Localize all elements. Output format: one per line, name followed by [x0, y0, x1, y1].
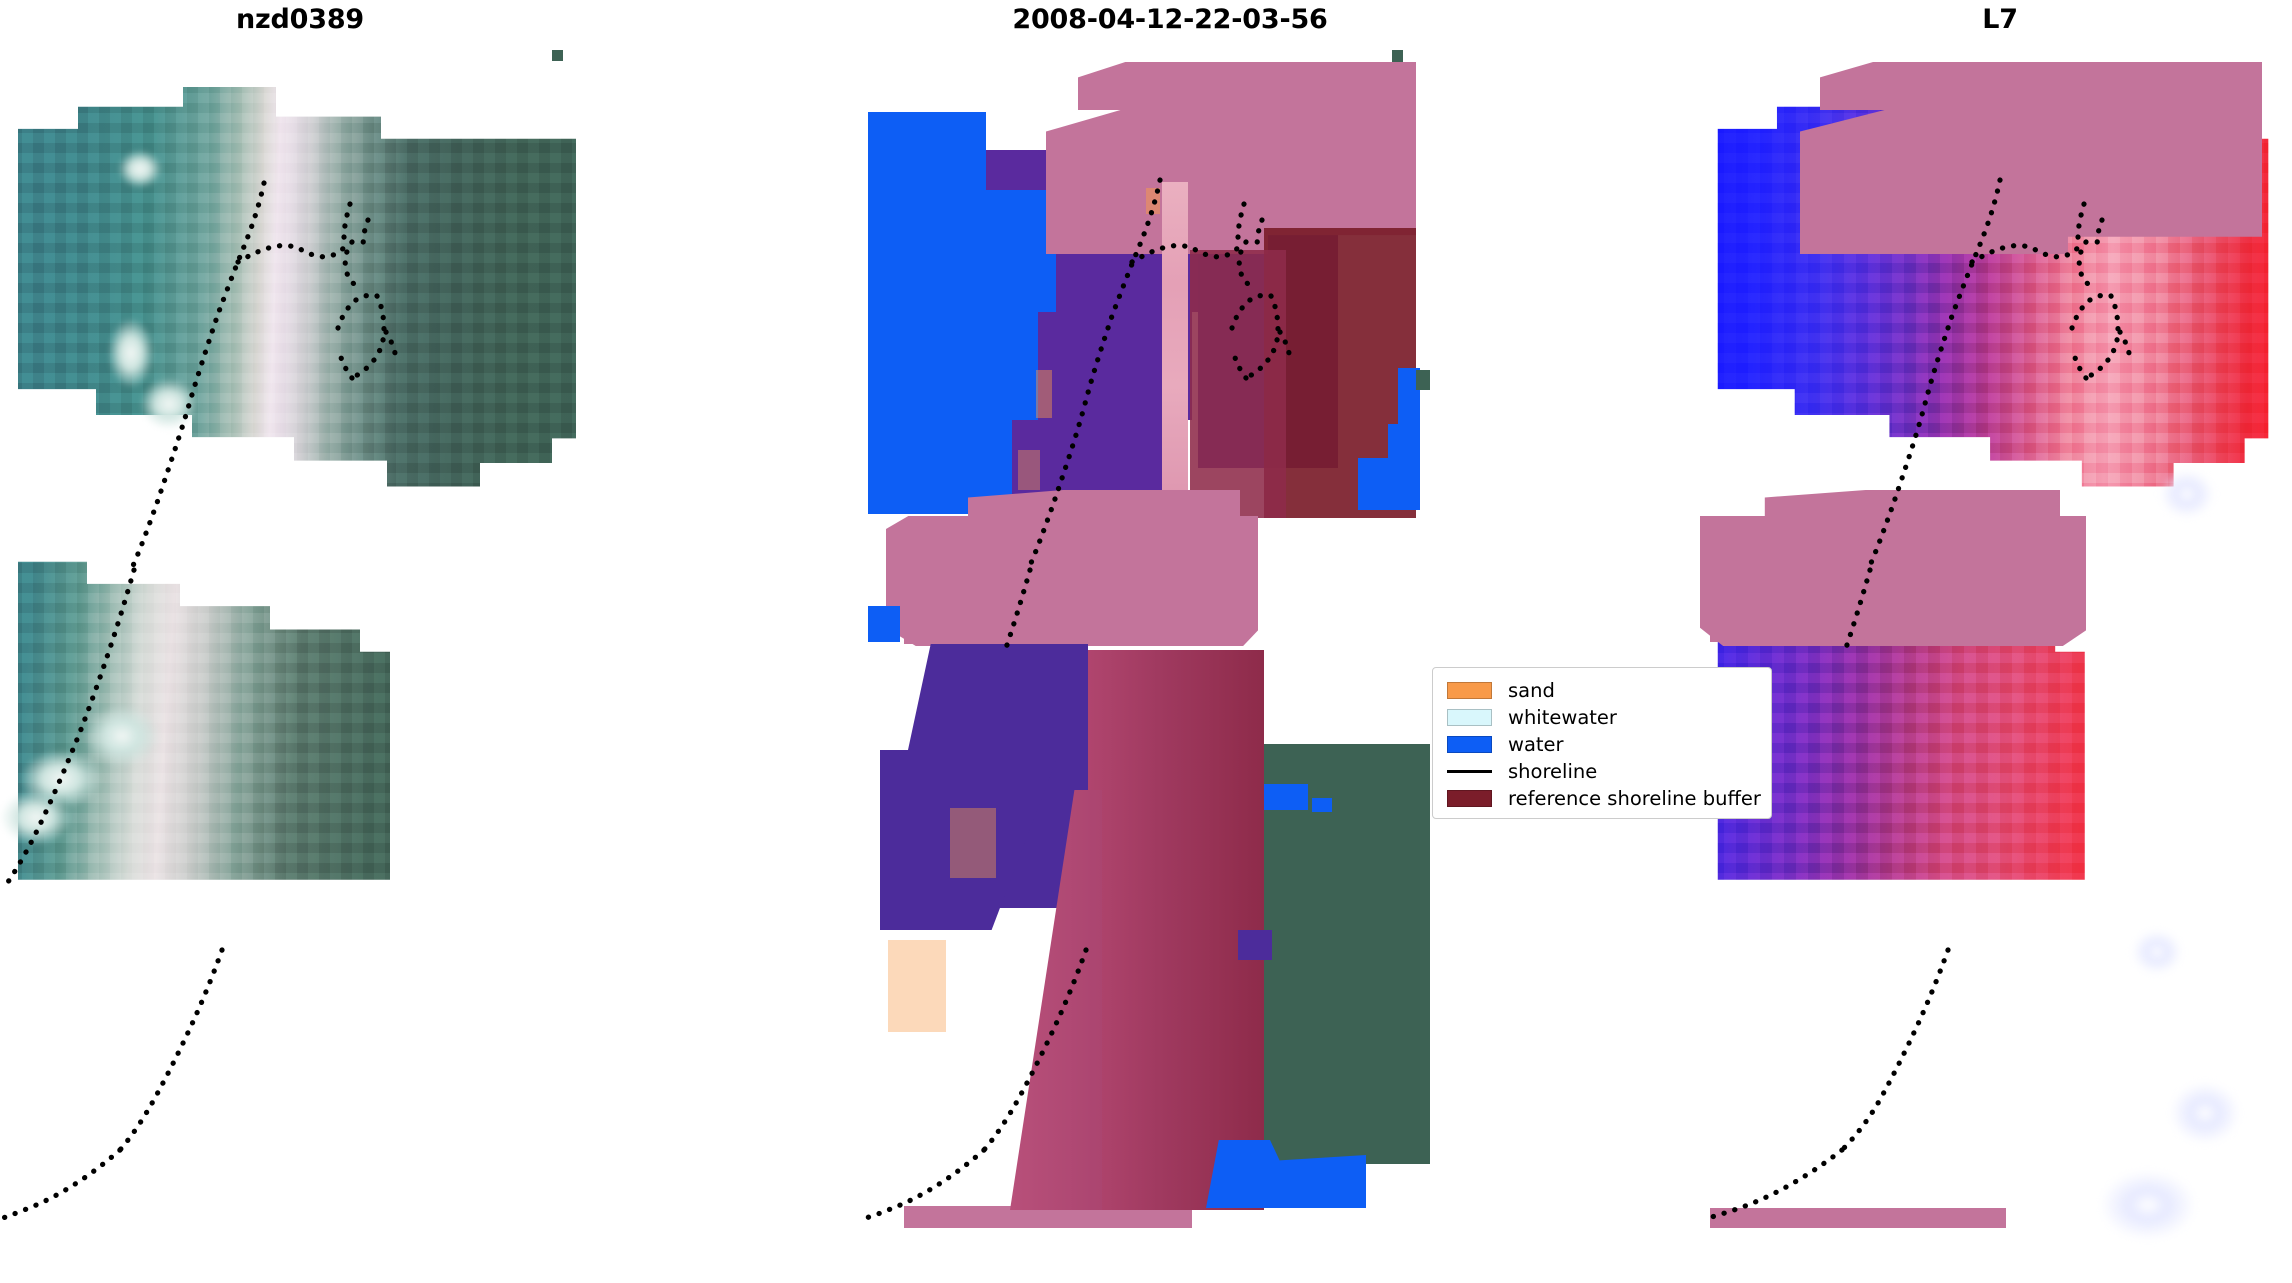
class-region-vegetation: [1264, 744, 1430, 1164]
legend-swatch-whitewater-icon: [1447, 709, 1492, 726]
index-white-patch: [2132, 930, 2182, 974]
class-region-water: [868, 112, 986, 150]
legend-label-sand: sand: [1508, 678, 1555, 702]
class-region-vegetation: [1416, 370, 1430, 390]
panel-classified-image: [860, 50, 1480, 1283]
rgb-bright-spot: [85, 705, 159, 767]
panel-title-rgb: nzd0389: [235, 4, 364, 35]
legend-label-water: water: [1508, 732, 1564, 756]
panel-title-index: L7: [1982, 4, 2018, 35]
index-region-nodata: [1800, 108, 2262, 170]
class-region-water: [868, 278, 1064, 374]
class-region-nodata-band: [904, 620, 1232, 644]
rgb-bright-spot: [108, 318, 154, 388]
class-region-sand: [1018, 450, 1040, 490]
class-region-sand: [950, 808, 996, 878]
panel-rgb-image: [0, 50, 600, 1283]
raster-fragment-top: [552, 50, 563, 61]
legend-label-reference-shoreline-buffer: reference shoreline buffer: [1508, 786, 1761, 810]
legend: sand whitewater water shoreline referenc…: [1432, 667, 1772, 819]
axes-classified: [860, 50, 1480, 1283]
class-region-water-in-buffer: [1238, 930, 1272, 960]
class-region-water: [1388, 424, 1420, 510]
class-region-nodata: [1078, 62, 1416, 110]
axes-rgb: [0, 50, 600, 1283]
legend-swatch-water-icon: [1447, 736, 1492, 753]
index-region-nodata-band: [1710, 618, 2056, 642]
legend-item-water: water: [1433, 731, 1771, 758]
class-region-water: [1312, 798, 1332, 812]
class-region-sand-strip: [1162, 182, 1188, 522]
index-white-patch: [2170, 1082, 2240, 1144]
class-region-nodata: [1046, 108, 1416, 170]
legend-swatch-shoreline-icon: [1447, 770, 1492, 773]
index-white-patch: [2100, 1170, 2196, 1240]
legend-item-whitewater: whitewater: [1433, 704, 1771, 731]
rgb-bright-spot: [140, 378, 198, 430]
index-region-nodata-band: [1710, 1208, 2006, 1228]
axes-index: [1700, 50, 2292, 1283]
legend-item-sand: sand: [1433, 677, 1771, 704]
legend-swatch-reference-buffer-icon: [1447, 790, 1492, 807]
panel-index-image: [1700, 50, 2292, 1283]
legend-label-whitewater: whitewater: [1508, 705, 1617, 729]
legend-item-shoreline: shoreline: [1433, 758, 1771, 785]
rgb-bright-spot: [118, 150, 162, 188]
index-white-patch: [2160, 470, 2214, 518]
legend-item-reference-shoreline-buffer: reference shoreline buffer: [1433, 785, 1771, 812]
class-region-water: [868, 374, 1040, 446]
legend-swatch-sand-icon: [1447, 682, 1492, 699]
class-region-water: [1264, 784, 1308, 810]
panel-title-classified: 2008-04-12-22-03-56: [1012, 4, 1328, 35]
class-region-sand: [1146, 188, 1160, 214]
index-region-nodata: [1820, 62, 2262, 110]
class-region-sand: [1036, 370, 1052, 418]
class-region-sand: [888, 940, 946, 1032]
class-region-water: [868, 606, 900, 642]
rgb-bright-spot: [0, 790, 72, 845]
class-region-reference-buffer: [1088, 650, 1264, 1210]
legend-label-shoreline: shoreline: [1508, 759, 1598, 783]
class-region-water: [1398, 368, 1420, 424]
class-region-water: [1358, 458, 1388, 510]
class-region-reference-buffer: [1190, 250, 1286, 518]
raster-fragment-top-classified: [1392, 50, 1403, 63]
